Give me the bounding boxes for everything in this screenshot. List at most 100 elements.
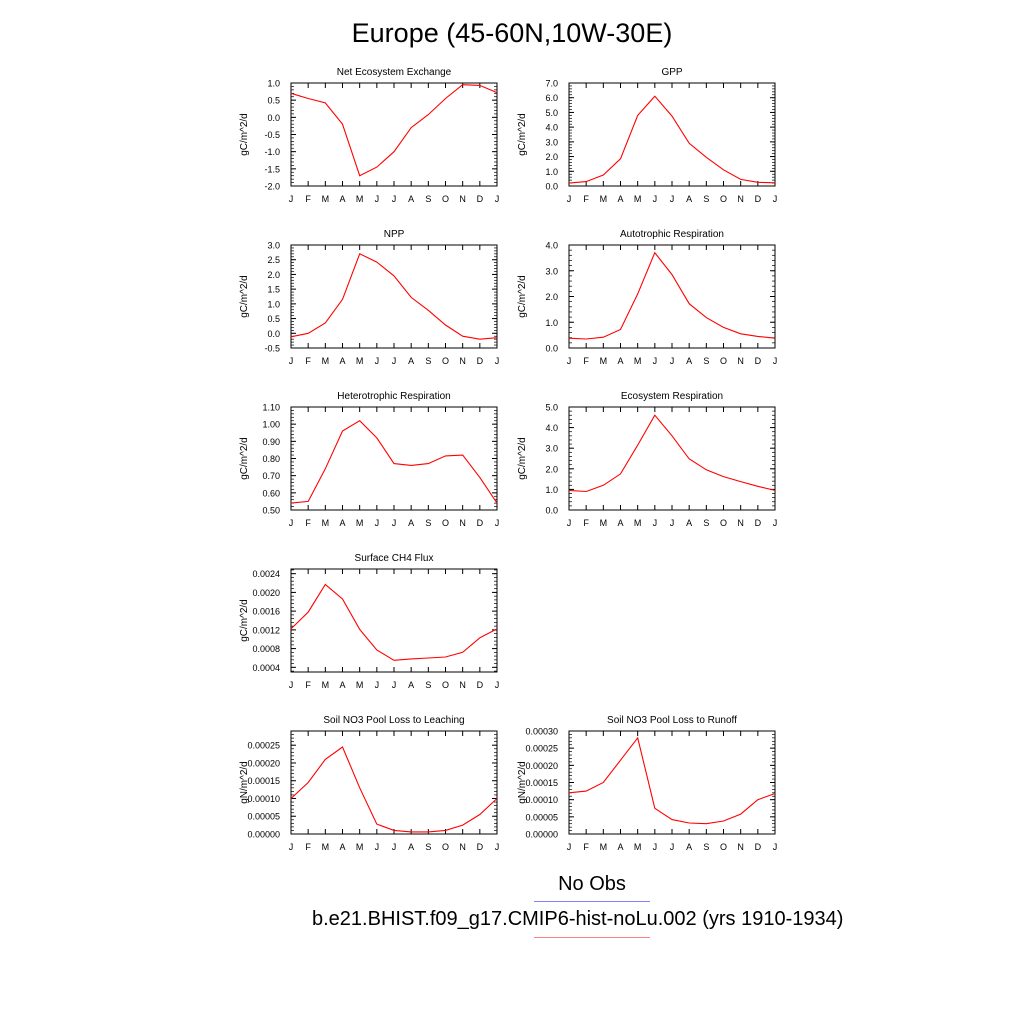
panel-title: GPP bbox=[661, 67, 682, 78]
y-axis-label: gC/m^2/d bbox=[239, 113, 250, 156]
y-tick-label: 2.0 bbox=[267, 270, 280, 280]
y-tick-label: 5.0 bbox=[545, 108, 558, 118]
series-line bbox=[290, 746, 498, 833]
y-tick-label: 0.00030 bbox=[525, 727, 558, 737]
x-tick-label: M bbox=[634, 194, 642, 204]
x-tick-label: A bbox=[686, 356, 692, 366]
x-tick-label: M bbox=[322, 356, 330, 366]
x-tick-label: J bbox=[289, 518, 294, 528]
y-tick-label: 0.00015 bbox=[247, 776, 280, 786]
x-tick-label: N bbox=[459, 680, 466, 690]
plot-frame bbox=[568, 82, 776, 187]
y-tick-label: 0.50 bbox=[262, 506, 280, 516]
panel-title: NPP bbox=[384, 229, 405, 240]
y-tick-label: 3.0 bbox=[267, 241, 280, 251]
x-tick-label: D bbox=[477, 518, 484, 528]
x-tick-label: A bbox=[617, 194, 623, 204]
series-line bbox=[568, 95, 776, 184]
legend-obs-label: No Obs bbox=[558, 873, 626, 895]
x-tick-label: N bbox=[459, 518, 466, 528]
x-tick-label: M bbox=[322, 194, 330, 204]
x-tick-label: A bbox=[617, 518, 623, 528]
y-tick-label: 0.00015 bbox=[525, 778, 558, 788]
x-tick-label: J bbox=[392, 194, 397, 204]
x-tick-label: S bbox=[425, 194, 431, 204]
page-title: Europe (45-60N,10W-30E) bbox=[351, 18, 673, 48]
x-tick-label: J bbox=[375, 842, 380, 852]
x-tick-label: D bbox=[755, 842, 762, 852]
plot-frame bbox=[290, 244, 498, 349]
y-tick-label: 0.90 bbox=[262, 437, 280, 447]
y-tick-label: 0.00025 bbox=[525, 744, 558, 754]
x-tick-label: M bbox=[634, 518, 642, 528]
y-tick-label: 0.0 bbox=[545, 506, 558, 516]
series-line bbox=[290, 420, 498, 504]
x-tick-label: A bbox=[339, 518, 345, 528]
y-tick-label: 4.0 bbox=[545, 241, 558, 251]
x-tick-label: M bbox=[634, 356, 642, 366]
x-tick-label: A bbox=[408, 194, 414, 204]
y-tick-label: 0.60 bbox=[262, 488, 280, 498]
y-tick-label: 0.00010 bbox=[525, 795, 558, 805]
x-tick-label: S bbox=[703, 518, 709, 528]
y-tick-label: 0.00010 bbox=[247, 794, 280, 804]
x-tick-label: A bbox=[408, 518, 414, 528]
plot-frame bbox=[568, 244, 776, 349]
y-axis-label: gC/m^2/d bbox=[239, 437, 250, 480]
x-tick-label: D bbox=[755, 194, 762, 204]
x-tick-label: O bbox=[442, 194, 449, 204]
y-tick-label: 3.0 bbox=[545, 137, 558, 147]
x-tick-label: J bbox=[773, 194, 778, 204]
panel-title: Ecosystem Respiration bbox=[621, 391, 723, 402]
x-tick-label: J bbox=[567, 194, 572, 204]
panel-title: Surface CH4 Flux bbox=[355, 553, 434, 564]
series-line bbox=[568, 736, 776, 825]
y-tick-label: 0.0 bbox=[267, 113, 280, 123]
x-tick-label: S bbox=[425, 518, 431, 528]
x-tick-label: D bbox=[755, 518, 762, 528]
x-tick-label: J bbox=[495, 356, 500, 366]
x-tick-label: A bbox=[617, 842, 623, 852]
x-tick-label: J bbox=[773, 842, 778, 852]
x-tick-label: M bbox=[356, 356, 364, 366]
x-tick-label: A bbox=[686, 842, 692, 852]
plot-frame bbox=[290, 82, 498, 187]
y-tick-label: 1.0 bbox=[545, 485, 558, 495]
y-axis-label: gC/m^2/d bbox=[239, 275, 250, 318]
plot-frame bbox=[290, 406, 498, 511]
series-line bbox=[290, 84, 498, 177]
x-tick-label: J bbox=[392, 518, 397, 528]
x-tick-label: A bbox=[339, 680, 345, 690]
x-tick-label: J bbox=[670, 194, 675, 204]
x-tick-label: A bbox=[686, 194, 692, 204]
panel-title: Soil NO3 Pool Loss to Runoff bbox=[607, 715, 737, 726]
x-tick-label: M bbox=[322, 680, 330, 690]
y-tick-label: 0.00005 bbox=[247, 812, 280, 822]
x-tick-label: D bbox=[477, 356, 484, 366]
x-tick-label: M bbox=[322, 842, 330, 852]
x-tick-label: F bbox=[583, 518, 589, 528]
x-tick-label: O bbox=[442, 518, 449, 528]
y-tick-label: 1.00 bbox=[262, 420, 280, 430]
y-tick-label: 2.0 bbox=[545, 152, 558, 162]
x-tick-label: S bbox=[425, 680, 431, 690]
y-tick-label: 4.0 bbox=[545, 123, 558, 133]
x-tick-label: F bbox=[305, 194, 311, 204]
plot-frame bbox=[290, 568, 498, 673]
y-tick-label: 2.5 bbox=[267, 255, 280, 265]
y-tick-label: 3.0 bbox=[545, 266, 558, 276]
x-tick-label: J bbox=[495, 518, 500, 528]
panel-title: Net Ecosystem Exchange bbox=[337, 67, 452, 78]
y-tick-label: 6.0 bbox=[545, 93, 558, 103]
y-tick-label: 0.0004 bbox=[252, 663, 280, 673]
x-tick-label: A bbox=[339, 356, 345, 366]
x-tick-label: O bbox=[720, 842, 727, 852]
x-tick-label: F bbox=[583, 842, 589, 852]
